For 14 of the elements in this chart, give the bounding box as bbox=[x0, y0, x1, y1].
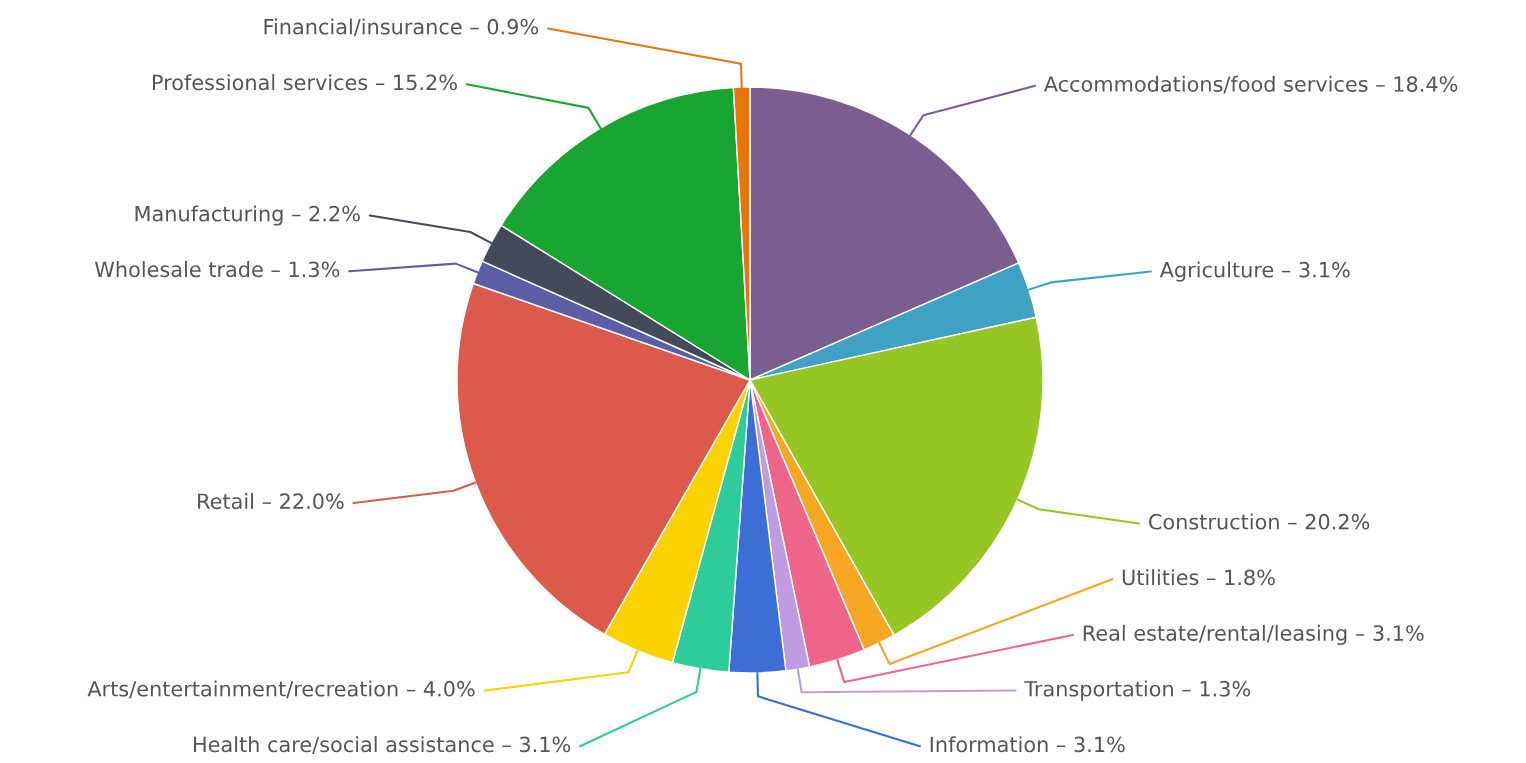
slice-label: Wholesale trade – 1.3% bbox=[94, 261, 340, 278]
slice-label: Financial/insurance – 0.9% bbox=[264, 18, 539, 37]
slice-label: Real estate/rental/leasing – 3.1% bbox=[1083, 624, 1424, 645]
slice-label: Retail – 22.0% bbox=[198, 493, 344, 510]
slice-label: Transportation – 1.3% bbox=[1024, 680, 1251, 701]
slice-label: Agriculture – 3.1% bbox=[1159, 261, 1350, 282]
slice-label: Health care/social assistance – 3.1% bbox=[194, 736, 571, 754]
slice-label: Accommodations/food services – 18.4% bbox=[1043, 75, 1458, 94]
slice-label: Arts/entertainment/recreation – 4.0% bbox=[87, 680, 475, 699]
slice-label: Professional services – 15.2% bbox=[152, 74, 457, 91]
slice-label: Information – 3.1% bbox=[930, 736, 1125, 753]
slice-label: Construction – 20.2% bbox=[1149, 513, 1370, 530]
slice-label: Utilities – 1.8% bbox=[1122, 569, 1275, 586]
slice-label: Manufacturing – 2.2% bbox=[135, 205, 360, 226]
